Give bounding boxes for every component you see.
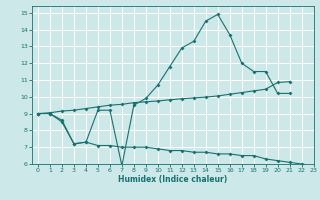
- X-axis label: Humidex (Indice chaleur): Humidex (Indice chaleur): [118, 175, 228, 184]
